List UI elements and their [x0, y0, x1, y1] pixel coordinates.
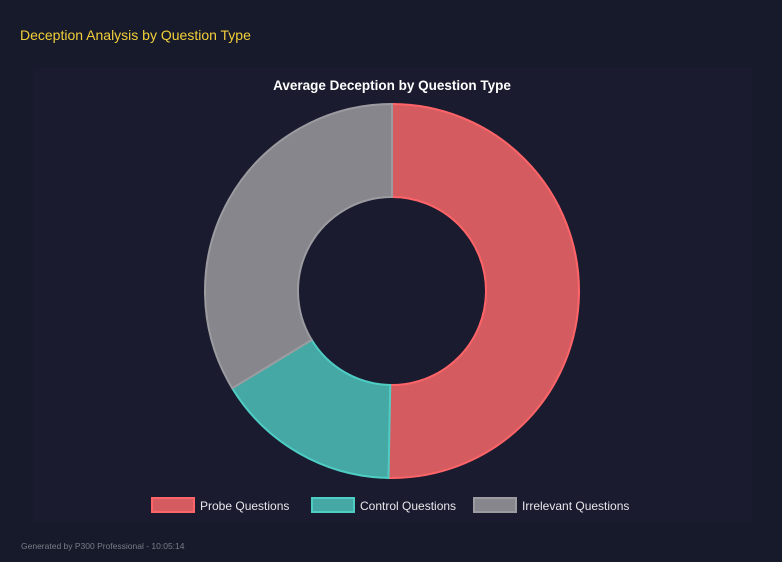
- legend-label: Irrelevant Questions: [522, 499, 629, 513]
- slice-control-questions[interactable]: [230, 338, 392, 479]
- legend-label: Probe Questions: [200, 499, 289, 513]
- legend-swatch: [151, 497, 195, 513]
- legend-label: Control Questions: [360, 499, 456, 513]
- slice-probe-questions[interactable]: [387, 102, 580, 479]
- page-title: Deception Analysis by Question Type: [20, 27, 251, 43]
- footer-text: Generated by P300 Professional - 10:05:1…: [21, 541, 185, 551]
- legend-item[interactable]: Probe Questions: [151, 497, 289, 513]
- slice-irrelevant-questions[interactable]: [204, 102, 393, 390]
- legend-item[interactable]: Control Questions: [311, 497, 456, 513]
- chart-title: Average Deception by Question Type: [273, 78, 511, 93]
- legend-item[interactable]: Irrelevant Questions: [473, 497, 629, 513]
- legend-swatch: [473, 497, 517, 513]
- legend-swatch: [311, 497, 355, 513]
